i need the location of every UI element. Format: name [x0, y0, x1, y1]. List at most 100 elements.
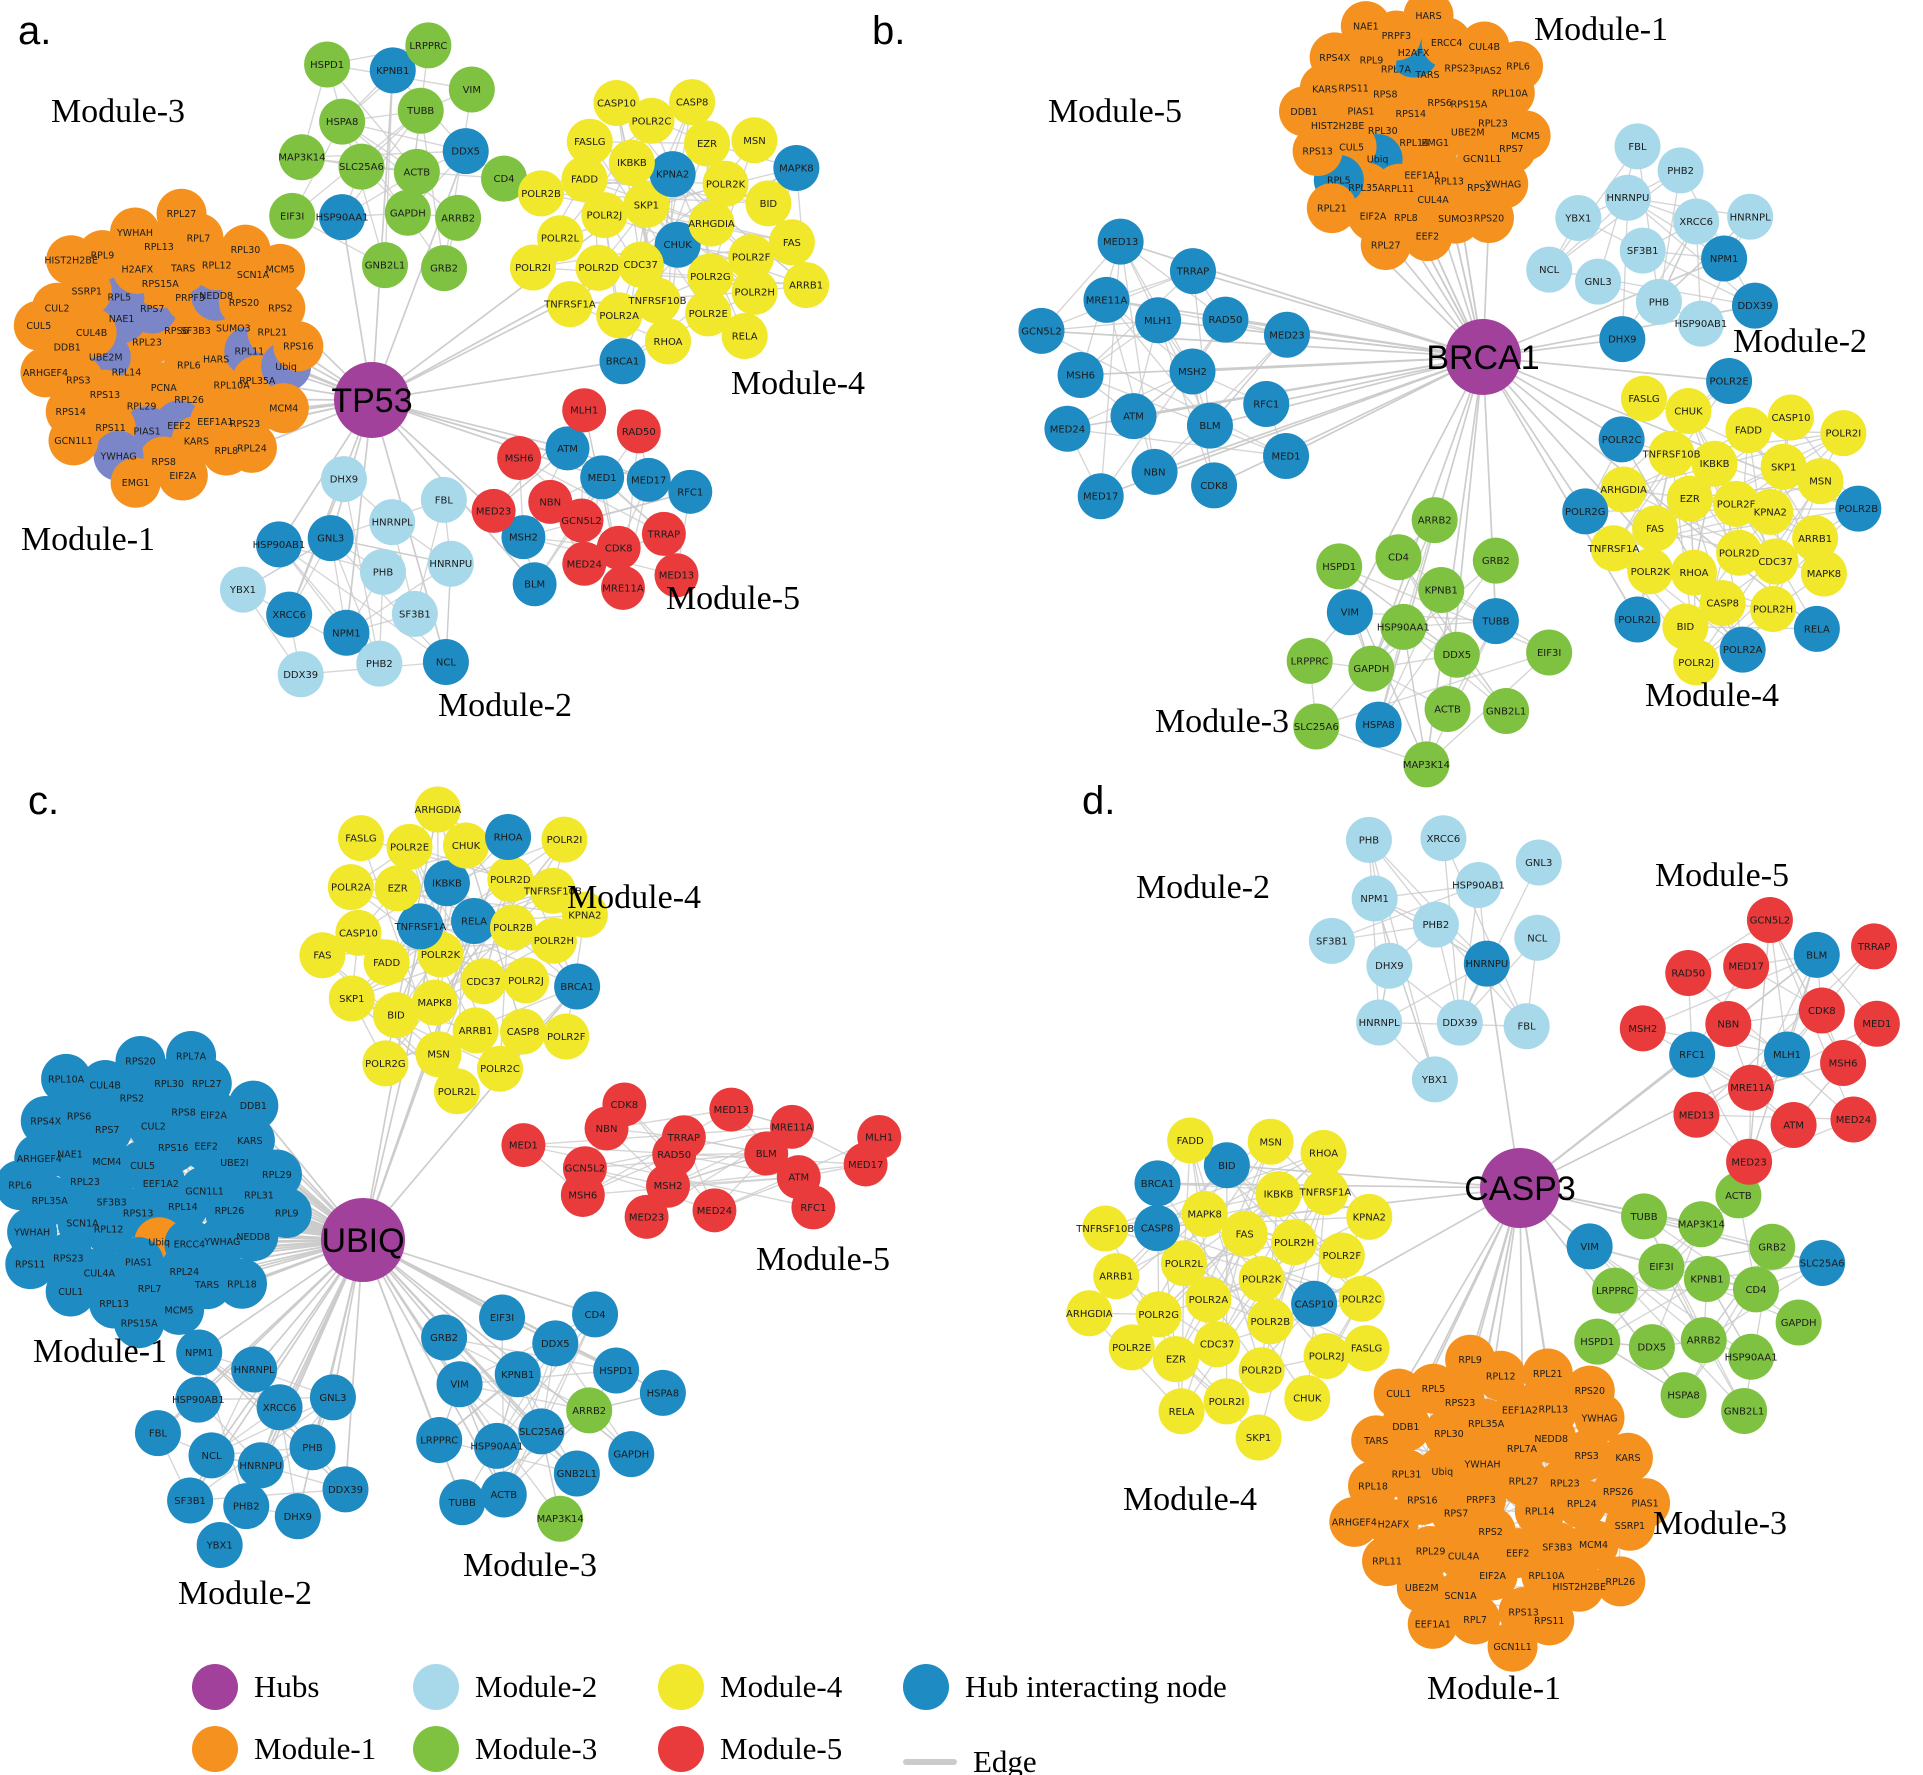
node-KPNB1[interactable]: [369, 47, 416, 94]
node-MSH6[interactable]: [1820, 1039, 1867, 1086]
node-GCN1L1[interactable]: [1487, 1621, 1538, 1672]
node-MSN[interactable]: [415, 1031, 462, 1078]
node-TARS[interactable]: [1351, 1415, 1402, 1466]
node-RELA[interactable]: [1793, 605, 1840, 652]
node-VIM[interactable]: [436, 1361, 483, 1408]
node-CASP10[interactable]: [1768, 394, 1815, 441]
node-PHB[interactable]: [289, 1424, 336, 1471]
node-FADD[interactable]: [1725, 407, 1772, 454]
node-TUBB[interactable]: [1621, 1193, 1668, 1240]
node-MSN[interactable]: [1797, 458, 1844, 505]
node-MED17[interactable]: [1077, 473, 1124, 520]
node-GCN5L2[interactable]: [1746, 897, 1793, 944]
node-EEF1A1[interactable]: [1407, 1598, 1458, 1649]
node-EZR[interactable]: [1152, 1336, 1199, 1383]
node-DDX39[interactable]: [1731, 282, 1778, 329]
node-SF3B1[interactable]: [1308, 917, 1355, 964]
node-POLR2J[interactable]: [1303, 1332, 1350, 1379]
node-MED13[interactable]: [709, 1087, 754, 1132]
node-MSH2[interactable]: [501, 515, 546, 560]
node-RELA[interactable]: [451, 898, 498, 945]
node-GNL3[interactable]: [307, 515, 354, 562]
node-POLR2D[interactable]: [575, 244, 622, 291]
node-HNRNPU[interactable]: [427, 540, 474, 587]
node-MCM5[interactable]: [255, 243, 306, 294]
node-RPL7A[interactable]: [166, 1030, 217, 1081]
node-SF3B1[interactable]: [391, 590, 438, 637]
node-RPL6[interactable]: [0, 1160, 46, 1211]
node-POLR2I[interactable]: [1820, 410, 1867, 457]
node-ARHGDIA[interactable]: [414, 786, 461, 833]
node-MLH1[interactable]: [1764, 1031, 1811, 1078]
node-RPS11[interactable]: [5, 1239, 56, 1290]
node-SKP1[interactable]: [328, 975, 375, 1022]
node-CDC37[interactable]: [1752, 538, 1799, 585]
node-NAE1[interactable]: [1340, 1, 1391, 52]
node-GAPDH[interactable]: [608, 1431, 655, 1478]
node-PHB2[interactable]: [1657, 147, 1704, 194]
node-HSPD1[interactable]: [304, 41, 351, 88]
node-DHX9[interactable]: [320, 456, 367, 503]
node-CASP10[interactable]: [335, 909, 382, 956]
node-CASP8[interactable]: [500, 1008, 547, 1055]
node-EIF3I[interactable]: [479, 1294, 526, 1341]
node-DDB1[interactable]: [1279, 86, 1330, 137]
node-CDC37[interactable]: [1194, 1321, 1241, 1368]
node-RPL18[interactable]: [216, 1258, 267, 1309]
node-CUL5[interactable]: [13, 300, 64, 351]
node-ACTB[interactable]: [1424, 686, 1471, 733]
node-RPL9[interactable]: [1445, 1334, 1496, 1385]
node-MSH2[interactable]: [646, 1163, 691, 1208]
node-POLR2L[interactable]: [1160, 1240, 1207, 1287]
node-RPS11[interactable]: [1524, 1595, 1575, 1646]
node-YBX1[interactable]: [1555, 194, 1602, 241]
node-RPL21[interactable]: [1306, 183, 1357, 234]
node-ACTB[interactable]: [393, 148, 440, 195]
node-CASP8[interactable]: [669, 79, 716, 126]
node-MCM5[interactable]: [1500, 110, 1551, 161]
node-RPS16[interactable]: [273, 321, 324, 372]
node-DDX39[interactable]: [277, 651, 324, 698]
node-YBX1[interactable]: [196, 1521, 243, 1568]
node-MED24[interactable]: [1044, 405, 1091, 452]
node-HIST2H2BE[interactable]: [1554, 1561, 1605, 1612]
node-MLH1[interactable]: [857, 1114, 902, 1159]
node-LRPPRC[interactable]: [405, 22, 452, 69]
node-POLR2L[interactable]: [433, 1068, 480, 1115]
node-GRB2[interactable]: [421, 1314, 468, 1361]
node-EIF2A[interactable]: [157, 450, 208, 501]
node-POLR2E[interactable]: [1706, 357, 1753, 404]
node-HSPA8[interactable]: [639, 1369, 686, 1416]
node-RPL21[interactable]: [1522, 1348, 1573, 1399]
node-GRB2[interactable]: [1472, 537, 1519, 584]
node-POLR2E[interactable]: [685, 290, 732, 337]
node-EIF3I[interactable]: [1526, 629, 1573, 676]
node-POLR2H[interactable]: [731, 268, 778, 315]
node-CUL1[interactable]: [1373, 1368, 1424, 1419]
node-MRE11A[interactable]: [770, 1104, 815, 1149]
node-POLR2L[interactable]: [537, 215, 584, 262]
node-POLR2K[interactable]: [1238, 1256, 1285, 1303]
node-EMG1[interactable]: [110, 457, 161, 508]
node-HNRNPU[interactable]: [237, 1442, 284, 1489]
node-FASLG[interactable]: [337, 815, 384, 862]
node-DDX5[interactable]: [1628, 1324, 1675, 1371]
node-POLR2K[interactable]: [702, 160, 749, 207]
node-ARRB1[interactable]: [783, 262, 830, 309]
node-GNB2L1[interactable]: [1721, 1387, 1768, 1434]
node-POLR2A[interactable]: [327, 864, 374, 911]
node-HSPD1[interactable]: [1316, 543, 1363, 590]
node-MAP3K14[interactable]: [278, 134, 325, 181]
node-ATM[interactable]: [545, 426, 590, 471]
node-TRRAP[interactable]: [641, 511, 686, 556]
node-POLR2A[interactable]: [596, 292, 643, 339]
node-ARHGDIA[interactable]: [688, 200, 735, 247]
node-HSP90AB1[interactable]: [255, 521, 302, 568]
node-EZR[interactable]: [684, 120, 731, 167]
node-MSN[interactable]: [1247, 1118, 1294, 1165]
node-LRPPRC[interactable]: [416, 1416, 463, 1463]
node-MAP3K14[interactable]: [1403, 741, 1450, 788]
node-CDK8[interactable]: [1798, 987, 1845, 1034]
node-MAPK8[interactable]: [1800, 550, 1847, 597]
node-GRB2[interactable]: [1749, 1223, 1796, 1270]
